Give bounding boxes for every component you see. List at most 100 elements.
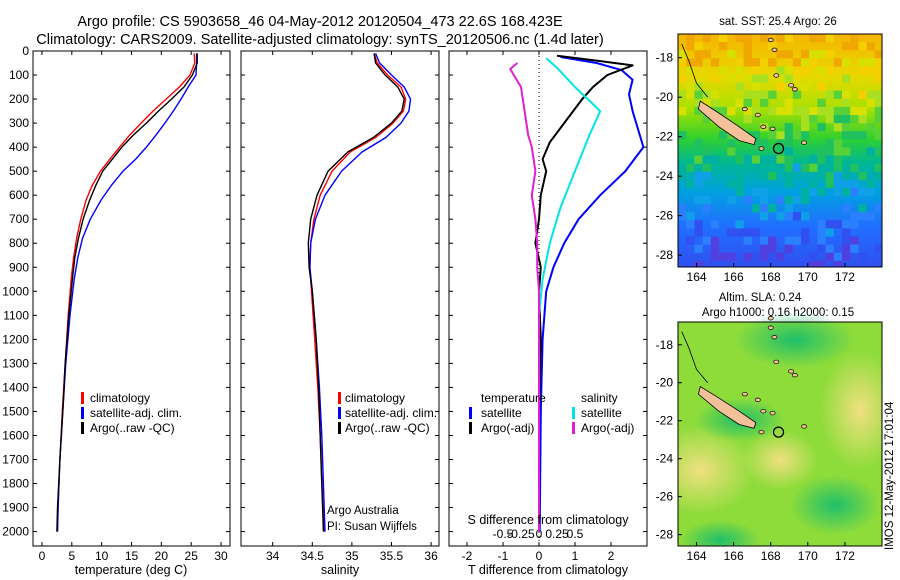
legend-title-salinity: salinity	[581, 391, 618, 405]
sst-cell	[809, 34, 818, 43]
sst-cell	[760, 74, 769, 83]
sst-cell	[850, 236, 859, 245]
sst-cell	[784, 139, 793, 148]
sst-cell	[751, 260, 761, 267]
sst-cell	[809, 155, 818, 164]
sst-map-panel: sat. SST: 25.4 Argo: 26 164 166 168 170 172 …	[656, 16, 883, 284]
sst-cell	[801, 196, 810, 205]
sst-cell	[735, 179, 744, 188]
lat-tick-label: -20	[656, 376, 674, 390]
x-tick-label: 15	[125, 549, 139, 563]
sst-cell	[735, 58, 744, 67]
sst-cell	[866, 212, 875, 221]
sst-cell	[686, 90, 695, 99]
sst-cell	[825, 50, 834, 59]
depth-tick-label: 1200	[2, 332, 29, 346]
x-tick-label: 10	[95, 549, 109, 563]
sst-map-frame	[677, 33, 883, 268]
x-tick-label: 35	[345, 549, 359, 563]
sst-cell	[776, 50, 785, 59]
salinity-panel: 34 34.5 35 35.5 36 salinity climatology sate…	[240, 50, 440, 577]
salinity-x-label: salinity	[321, 563, 360, 577]
small-island	[773, 73, 780, 78]
sst-cell	[710, 90, 720, 99]
sst-cell	[678, 50, 687, 59]
sst-cell	[784, 155, 793, 164]
sst-cell	[784, 163, 793, 172]
sst-cell	[678, 106, 687, 116]
sst-cell	[678, 171, 687, 180]
sst-cell	[694, 58, 703, 67]
sst-cell	[694, 228, 703, 237]
sst-cell	[735, 66, 744, 75]
legend-label-satellite: satellite-adj. clim.	[345, 406, 437, 420]
annotation-argo-australia: Argo Australia	[327, 505, 399, 517]
small-island	[801, 140, 808, 145]
sst-cell	[874, 147, 882, 156]
sla-low-south	[790, 475, 880, 535]
x-tick-label: 1	[572, 549, 579, 563]
sst-cell	[809, 252, 818, 261]
sst-cell	[727, 50, 736, 59]
sst-cell	[694, 155, 703, 164]
sst-cell	[866, 66, 875, 75]
sst-cell	[776, 82, 785, 91]
small-island	[758, 146, 765, 151]
sst-cell	[874, 204, 882, 213]
sst-cell	[874, 106, 882, 116]
t-difference-label: T difference from climatology	[468, 563, 629, 577]
sst-cell	[768, 236, 777, 245]
salinity-legend: climatology satellite-adj. clim. Argo(..…	[338, 391, 437, 435]
sst-cell	[801, 236, 810, 245]
sst-cell	[866, 90, 875, 99]
sst-cell	[858, 252, 867, 261]
sst-cell	[842, 171, 851, 180]
difference-legend: temperature satellite Argo(-adj) salinit…	[469, 391, 634, 435]
legend-label-t-satellite: satellite	[481, 406, 522, 420]
sst-cell	[686, 220, 695, 229]
sst-cell	[686, 42, 695, 51]
sst-cell	[842, 98, 851, 107]
lat-tick-label: -18	[656, 51, 674, 65]
small-island	[788, 369, 795, 374]
sst-cell	[866, 123, 875, 132]
x-tick-label: 20	[155, 549, 169, 563]
series-temperature-argo-adj-	[534, 54, 634, 532]
sst-cell	[743, 115, 752, 124]
sst-cell	[768, 106, 777, 116]
sst-cell	[760, 171, 769, 180]
small-island	[741, 106, 748, 112]
sst-cell	[710, 155, 720, 164]
sst-cell	[686, 212, 695, 221]
sla-map-frame	[677, 321, 883, 547]
sla-lat-ticks: -18 -20 -22 -24 -26 -28	[656, 338, 682, 542]
sst-cell	[702, 163, 711, 172]
sst-cell	[833, 163, 843, 172]
legend-label-s-satellite: satellite	[581, 406, 622, 420]
x-tick-label: 35.5	[380, 549, 404, 563]
sst-cell	[694, 42, 703, 51]
lat-tick-label: -20	[656, 90, 674, 104]
sst-cell	[702, 155, 711, 164]
depth-tick-label: 600	[9, 188, 29, 202]
lat-tick-label: -24	[656, 452, 674, 466]
sst-cell	[833, 115, 843, 124]
sst-cell	[817, 228, 826, 237]
temperature-panel: 0100200300400500600700800900100011001200…	[2, 44, 647, 577]
sst-cell	[850, 131, 859, 140]
lon-tick-label: 172	[835, 270, 855, 284]
sst-cell	[850, 220, 859, 229]
sst-cell	[702, 171, 711, 180]
depth-tick-label: 700	[9, 212, 29, 226]
sst-cell	[809, 115, 818, 124]
sst-cell	[694, 220, 703, 229]
sst-cell	[702, 115, 711, 124]
small-island	[771, 335, 778, 340]
lon-tick-label: 166	[724, 549, 744, 563]
sst-cell	[760, 34, 769, 43]
sst-cell	[866, 98, 875, 107]
sst-cell	[743, 106, 752, 116]
sst-cell	[768, 260, 777, 267]
sst-cell	[760, 187, 769, 197]
sst-cell	[686, 163, 695, 172]
